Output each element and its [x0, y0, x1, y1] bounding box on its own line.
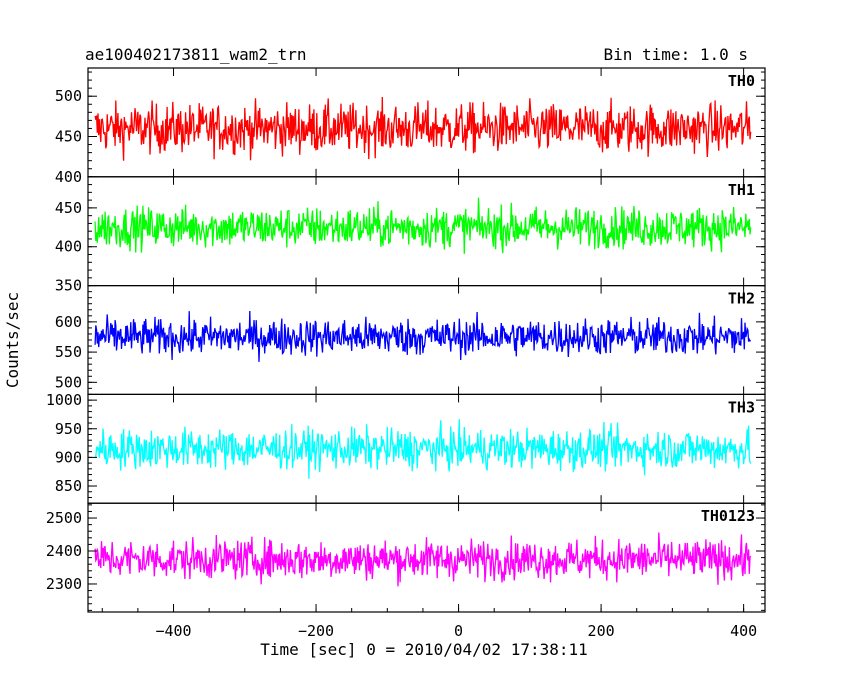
series-line-th3 — [94, 419, 752, 479]
bin-time-label: Bin time: 1.0 s — [604, 45, 749, 64]
y-tick-label: 2400 — [46, 542, 82, 560]
y-tick-label: 450 — [55, 128, 82, 146]
x-tick-label: 400 — [730, 622, 757, 640]
y-tick-label: 850 — [55, 477, 82, 495]
y-tick-label: 900 — [55, 448, 82, 466]
panel-label-th2: TH2 — [728, 290, 755, 308]
panel-label-th0123: TH0123 — [701, 507, 755, 525]
series-line-th1 — [94, 197, 752, 254]
x-tick-label: 200 — [588, 622, 615, 640]
y-tick-label: 600 — [55, 313, 82, 331]
y-tick-label: 2300 — [46, 575, 82, 593]
y-tick-label: 500 — [55, 87, 82, 105]
panel-th2: 500 550 600 TH2 — [55, 285, 766, 396]
panel-th0: 400 450 500 TH0 — [55, 67, 766, 186]
chart-title: ae100402173811_wam2_trn — [85, 45, 307, 64]
series-line-th2 — [94, 310, 752, 362]
y-tick-label: 550 — [55, 343, 82, 361]
y-tick-label: 2500 — [46, 509, 82, 527]
panel-th0123: 2300 2400 2500 TH0123 — [46, 502, 766, 613]
y-tick-label: 950 — [55, 420, 82, 438]
x-tick-label: −400 — [155, 622, 191, 640]
y-tick-label: 400 — [55, 168, 82, 186]
panel-label-th0: TH0 — [728, 72, 755, 90]
y-tick-label: 400 — [55, 238, 82, 256]
y-tick-label: 1000 — [46, 391, 82, 409]
x-axis: −400 −200 0 200 400 — [101, 608, 757, 640]
panel-label-th1: TH1 — [728, 181, 755, 199]
panel-label-th3: TH3 — [728, 398, 755, 416]
y-tick-label: 350 — [55, 277, 82, 295]
panel-th1: 350 400 450 TH1 — [55, 176, 766, 295]
y-axis-label: Counts/sec — [3, 292, 22, 388]
x-axis-label: Time [sec] 0 = 2010/04/02 17:38:11 — [260, 640, 588, 659]
panel-th3: 850 900 950 1000 TH3 — [46, 391, 766, 504]
x-tick-label: 0 — [454, 622, 463, 640]
y-tick-label: 450 — [55, 199, 82, 217]
panels-group: 400 450 500 TH0 350 400 450 TH1 500 550 600 TH2 850 9… — [46, 67, 766, 613]
series-line-th0123 — [94, 532, 752, 587]
y-tick-label: 500 — [55, 373, 82, 391]
series-line-th0 — [94, 96, 752, 161]
x-tick-label: −200 — [298, 622, 334, 640]
